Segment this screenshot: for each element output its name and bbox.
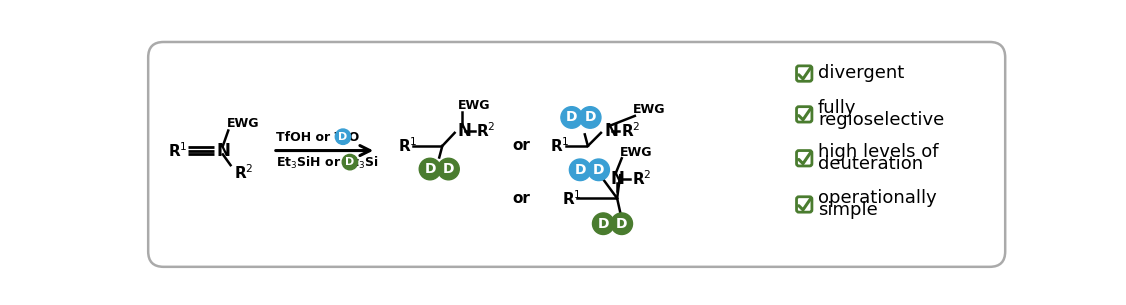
FancyBboxPatch shape bbox=[796, 197, 812, 212]
Text: high levels of: high levels of bbox=[819, 143, 939, 161]
Circle shape bbox=[611, 213, 633, 235]
Text: N: N bbox=[216, 142, 231, 160]
Text: simple: simple bbox=[819, 201, 878, 219]
FancyBboxPatch shape bbox=[149, 42, 1006, 267]
Text: N: N bbox=[604, 121, 618, 140]
Text: D: D bbox=[584, 110, 596, 124]
Text: operationally: operationally bbox=[819, 189, 937, 207]
Text: EWG: EWG bbox=[226, 117, 259, 130]
Text: divergent: divergent bbox=[819, 64, 904, 82]
Text: EWG: EWG bbox=[458, 99, 490, 113]
Text: D: D bbox=[425, 162, 436, 176]
Text: fully: fully bbox=[819, 99, 857, 117]
Circle shape bbox=[580, 107, 601, 128]
Circle shape bbox=[342, 154, 358, 170]
FancyBboxPatch shape bbox=[796, 107, 812, 122]
Text: R$^2$: R$^2$ bbox=[632, 170, 651, 188]
Text: D: D bbox=[339, 132, 348, 142]
FancyBboxPatch shape bbox=[796, 66, 812, 81]
Text: or: or bbox=[512, 138, 530, 153]
Text: N: N bbox=[610, 170, 624, 188]
Text: D: D bbox=[616, 217, 627, 231]
Circle shape bbox=[561, 107, 582, 128]
Text: D: D bbox=[593, 163, 605, 177]
Text: R$^1$: R$^1$ bbox=[168, 141, 188, 160]
Text: N: N bbox=[458, 121, 472, 140]
Text: D: D bbox=[598, 217, 609, 231]
FancyBboxPatch shape bbox=[796, 151, 812, 166]
Text: Et$_3$SiH or Et$_3$Si: Et$_3$SiH or Et$_3$Si bbox=[276, 155, 378, 171]
Text: or: or bbox=[512, 191, 530, 206]
Text: R$^1$: R$^1$ bbox=[563, 189, 582, 208]
Text: R$^1$: R$^1$ bbox=[397, 137, 418, 155]
Text: TfOH or TfO: TfOH or TfO bbox=[276, 131, 359, 144]
Text: R$^2$: R$^2$ bbox=[620, 121, 641, 140]
Text: EWG: EWG bbox=[633, 103, 665, 116]
Text: D: D bbox=[566, 110, 578, 124]
Text: R$^2$: R$^2$ bbox=[476, 121, 495, 140]
Circle shape bbox=[570, 159, 591, 181]
Text: D: D bbox=[443, 162, 454, 176]
Circle shape bbox=[419, 158, 440, 180]
Text: regioselective: regioselective bbox=[819, 111, 945, 129]
Text: D: D bbox=[346, 157, 355, 167]
Text: D: D bbox=[574, 163, 586, 177]
Circle shape bbox=[336, 129, 350, 144]
Text: EWG: EWG bbox=[619, 145, 652, 159]
Text: R$^1$: R$^1$ bbox=[551, 137, 570, 155]
Text: R$^2$: R$^2$ bbox=[234, 163, 254, 182]
Circle shape bbox=[438, 158, 459, 180]
Circle shape bbox=[588, 159, 609, 181]
Text: deuteration: deuteration bbox=[819, 155, 923, 173]
Circle shape bbox=[592, 213, 614, 235]
